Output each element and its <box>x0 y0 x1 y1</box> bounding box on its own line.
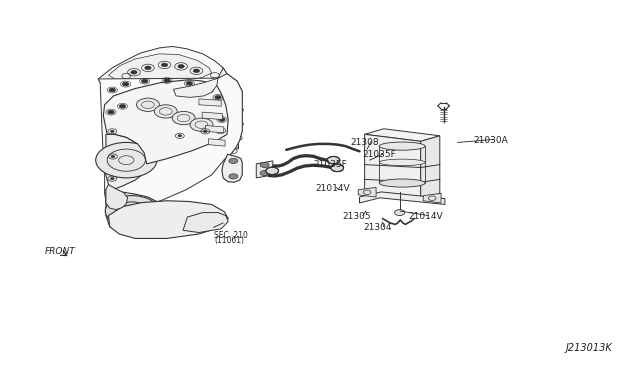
Circle shape <box>111 155 115 158</box>
Text: J213013K: J213013K <box>565 343 612 353</box>
Circle shape <box>110 177 114 180</box>
Circle shape <box>161 63 168 67</box>
Circle shape <box>105 196 159 227</box>
Polygon shape <box>183 212 228 232</box>
Polygon shape <box>218 68 243 160</box>
Polygon shape <box>358 187 376 197</box>
Polygon shape <box>360 192 445 205</box>
Polygon shape <box>106 190 159 230</box>
Text: FRONT: FRONT <box>45 247 76 256</box>
Polygon shape <box>173 78 218 97</box>
Circle shape <box>109 88 115 92</box>
Circle shape <box>164 78 170 82</box>
Circle shape <box>204 130 207 132</box>
Polygon shape <box>209 139 225 146</box>
Circle shape <box>178 64 184 68</box>
Circle shape <box>219 118 225 121</box>
Circle shape <box>178 135 182 137</box>
Text: (11061): (11061) <box>214 236 244 245</box>
Text: SEC. 210: SEC. 210 <box>214 231 248 240</box>
Circle shape <box>141 79 148 83</box>
Circle shape <box>215 96 221 99</box>
Circle shape <box>331 164 344 171</box>
Ellipse shape <box>380 179 425 187</box>
Polygon shape <box>230 137 239 149</box>
Ellipse shape <box>380 142 425 150</box>
Polygon shape <box>365 129 440 141</box>
Polygon shape <box>256 161 273 178</box>
Circle shape <box>96 142 157 178</box>
Text: 21014V: 21014V <box>408 212 443 221</box>
Ellipse shape <box>380 159 425 166</box>
Circle shape <box>190 118 213 131</box>
Polygon shape <box>106 134 147 190</box>
Polygon shape <box>222 154 243 182</box>
Circle shape <box>149 204 180 221</box>
Polygon shape <box>420 136 440 199</box>
Polygon shape <box>230 90 239 103</box>
Polygon shape <box>230 106 239 118</box>
Circle shape <box>186 81 193 85</box>
Circle shape <box>154 105 177 118</box>
Text: 21308: 21308 <box>351 138 380 147</box>
Polygon shape <box>141 202 186 227</box>
Text: 21305: 21305 <box>342 212 371 221</box>
Circle shape <box>122 82 129 86</box>
Circle shape <box>116 202 148 220</box>
Circle shape <box>119 105 125 108</box>
Circle shape <box>172 112 195 125</box>
Circle shape <box>193 69 200 73</box>
Circle shape <box>131 70 137 74</box>
Polygon shape <box>103 80 228 164</box>
Circle shape <box>327 157 340 164</box>
Polygon shape <box>108 54 212 84</box>
Polygon shape <box>230 121 239 134</box>
Polygon shape <box>99 74 243 215</box>
Circle shape <box>394 210 404 215</box>
Text: 21014V: 21014V <box>316 184 350 193</box>
Circle shape <box>260 170 269 176</box>
Text: 21030A: 21030A <box>473 136 508 145</box>
Circle shape <box>229 174 238 179</box>
Polygon shape <box>202 112 223 119</box>
Circle shape <box>229 158 238 163</box>
Polygon shape <box>108 201 228 238</box>
Circle shape <box>260 162 269 167</box>
Polygon shape <box>423 193 441 203</box>
Circle shape <box>218 129 224 132</box>
Text: 21035F: 21035F <box>362 151 396 160</box>
Polygon shape <box>365 134 420 199</box>
Circle shape <box>145 66 151 70</box>
Text: 21304: 21304 <box>364 223 392 232</box>
Circle shape <box>108 110 114 114</box>
Polygon shape <box>99 46 227 91</box>
Circle shape <box>136 98 159 112</box>
Polygon shape <box>199 99 221 106</box>
Circle shape <box>205 88 212 92</box>
Circle shape <box>110 130 114 132</box>
Polygon shape <box>205 125 224 133</box>
Polygon shape <box>106 185 127 210</box>
Text: 21035F: 21035F <box>314 160 348 169</box>
Circle shape <box>266 167 278 174</box>
